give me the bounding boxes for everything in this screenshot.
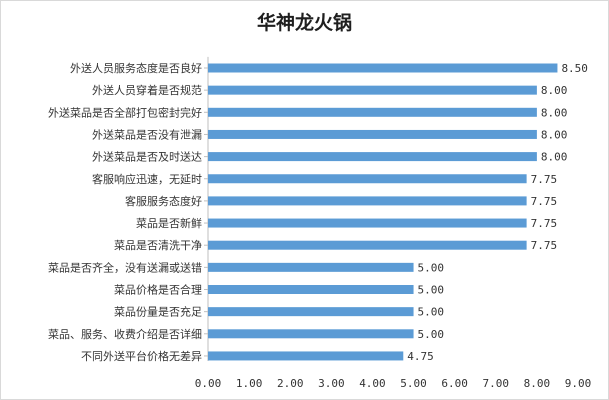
x-tick-label: 2.00 <box>277 377 304 390</box>
category-label: 外送菜品是否全部打包密封完好 <box>48 105 202 119</box>
bar <box>208 174 527 184</box>
category-label: 菜品是否清洗干净 <box>114 238 202 252</box>
data-label: 7.75 <box>531 239 558 252</box>
x-tick-label: 3.00 <box>318 377 345 390</box>
x-tick-label: 5.00 <box>400 377 427 390</box>
data-label: 5.00 <box>418 328 445 341</box>
data-label: 8.00 <box>541 151 568 164</box>
data-label: 8.00 <box>541 106 568 119</box>
data-label: 8.00 <box>541 84 568 97</box>
x-tick-label: 1.00 <box>236 377 263 390</box>
x-tick-label: 8.00 <box>524 377 551 390</box>
data-label: 7.75 <box>531 195 558 208</box>
bar <box>208 85 537 95</box>
bar <box>208 285 414 294</box>
data-label: 8.00 <box>541 128 568 141</box>
x-tick-label: 4.00 <box>359 377 386 390</box>
bar <box>208 196 527 206</box>
data-label: 7.75 <box>531 173 558 186</box>
category-label: 菜品、服务、收费介绍是否详细 <box>48 327 202 341</box>
category-label: 菜品是否新鲜 <box>136 216 202 230</box>
bar <box>208 329 414 339</box>
data-label: 5.00 <box>418 284 445 297</box>
category-label: 菜品价格是否合理 <box>114 283 202 297</box>
bar <box>208 307 414 317</box>
chart-title: 华神龙火锅 <box>256 12 352 34</box>
category-label: 外送人员服务态度是否良好 <box>70 61 202 75</box>
bar <box>208 152 537 162</box>
bar <box>208 351 404 361</box>
category-label: 客服响应迅速，无延时 <box>92 172 202 186</box>
bar <box>208 107 537 117</box>
bar <box>208 218 527 228</box>
data-label: 5.00 <box>418 306 445 319</box>
data-label: 5.00 <box>418 261 445 274</box>
bar <box>208 262 414 272</box>
bar <box>208 129 537 139</box>
category-label: 外送人员穿着是否规范 <box>92 83 202 97</box>
data-label: 4.75 <box>407 350 434 363</box>
category-label: 外送菜品是否及时送达 <box>92 150 202 164</box>
bar <box>208 240 527 250</box>
data-label: 8.50 <box>561 62 588 75</box>
data-label: 7.75 <box>531 217 558 230</box>
x-tick-label: 7.00 <box>483 377 510 390</box>
category-label: 外送菜品是否没有泄漏 <box>92 127 202 141</box>
category-label: 菜品份量是否充足 <box>114 305 202 319</box>
category-label: 客服服务态度好 <box>125 194 202 208</box>
x-tick-label: 9.00 <box>565 377 592 390</box>
category-label: 菜品是否齐全，没有送漏或送错 <box>48 260 202 274</box>
category-label: 不同外送平台价格无差异 <box>81 349 202 363</box>
x-tick-label: 6.00 <box>441 377 468 390</box>
x-tick-label: 0.00 <box>195 377 222 390</box>
bar <box>208 63 558 73</box>
